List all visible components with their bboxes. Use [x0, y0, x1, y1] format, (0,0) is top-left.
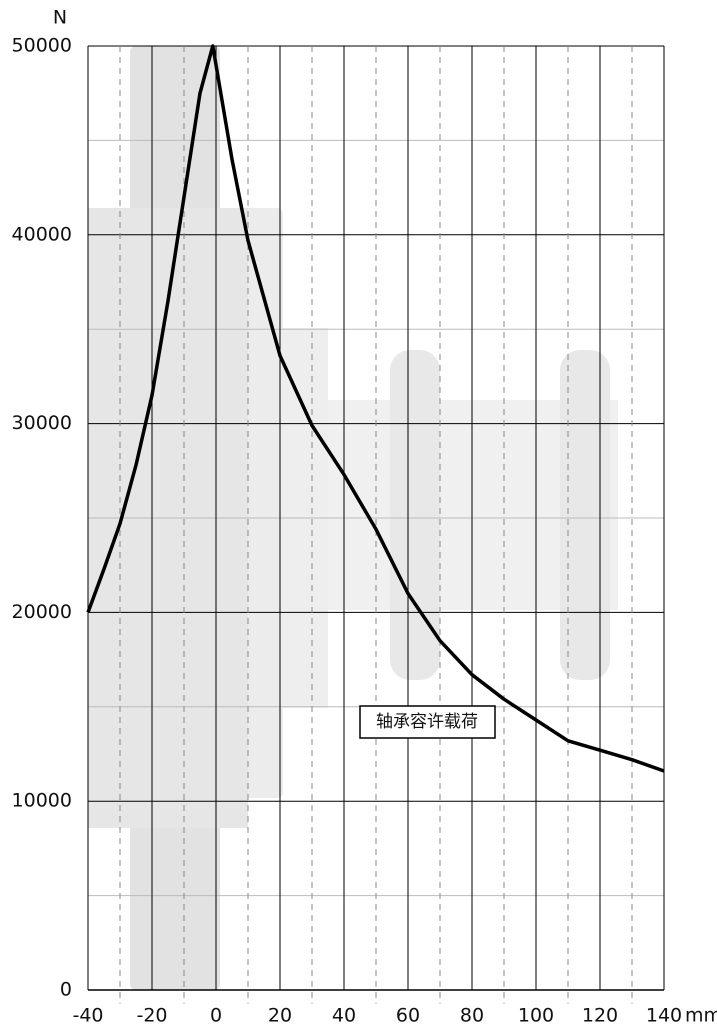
x-tick-label: 60	[396, 1005, 420, 1027]
x-tick-label: 100	[518, 1005, 554, 1027]
annotation: 轴承容许载荷	[376, 712, 478, 732]
x-tick-label: 40	[332, 1005, 356, 1027]
x-tick-label: -20	[136, 1005, 167, 1027]
x-tick-label: 80	[460, 1005, 484, 1027]
y-tick-label: 40000	[12, 223, 72, 245]
y-tick-label: 20000	[12, 601, 72, 623]
y-tick-label: 10000	[12, 790, 72, 812]
data-line	[86, 44, 665, 773]
x-tick-label: -40	[72, 1005, 103, 1027]
y-tick-label: 30000	[12, 412, 72, 434]
y-axis-label: N	[53, 7, 67, 29]
annotation-box	[359, 705, 496, 739]
x-tick-label: 20	[268, 1005, 292, 1027]
x-axis-label: mm	[685, 1005, 717, 1027]
x-tick-label: 120	[582, 1005, 618, 1027]
x-tick-label: 0	[210, 1005, 222, 1027]
x-tick-label: 140	[646, 1005, 682, 1027]
y-tick-label: 0	[60, 979, 72, 1001]
y-tick-label: 50000	[12, 35, 72, 57]
